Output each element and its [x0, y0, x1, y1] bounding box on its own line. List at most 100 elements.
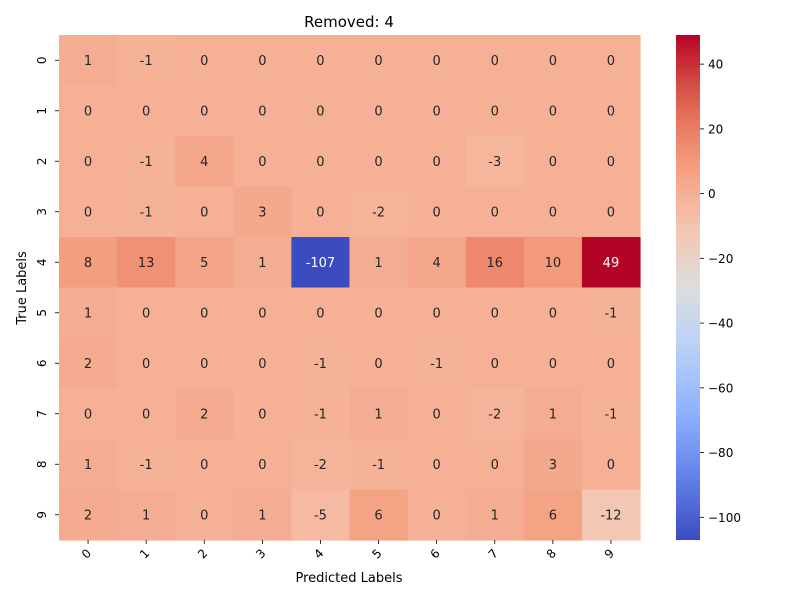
heatmap-cell [523, 85, 583, 137]
cell-value-label: 0 [200, 458, 208, 473]
cell-value-label: 1 [84, 306, 92, 321]
cell-value-label: 0 [549, 54, 557, 69]
heatmap-cell [175, 85, 234, 137]
cell-value-label: 3 [258, 205, 266, 220]
cell-value-label: 0 [84, 205, 92, 220]
heatmap-cell [59, 338, 118, 390]
heatmap-cell [407, 287, 467, 339]
y-tick-label: 7 [35, 410, 49, 418]
cell-value-label: 0 [491, 54, 499, 69]
cell-value-label: -1 [314, 357, 327, 372]
cell-value-label: 0 [258, 407, 266, 422]
cell-value-label: 0 [433, 306, 441, 321]
cell-value-label: 3 [549, 458, 557, 473]
cell-value-label: 0 [491, 205, 499, 220]
heatmap-cell [117, 85, 176, 137]
cell-value-label: 0 [607, 357, 615, 372]
cell-value-label: -2 [488, 407, 501, 422]
x-tick-label: 5 [369, 546, 384, 561]
heatmap-cell [349, 439, 409, 491]
y-axis-ticks: 0 1 2 3 4 5 6 7 8 9 [35, 56, 59, 519]
cell-value-label: 0 [433, 508, 441, 523]
cell-value-label: -1 [604, 306, 617, 321]
heatmap-cell [59, 186, 118, 238]
x-tick-label: 7 [486, 546, 501, 561]
cell-value-label: 0 [142, 104, 150, 119]
cell-value-label: 0 [491, 104, 499, 119]
cell-value-label: 1 [258, 256, 266, 271]
cell-value-label: -1 [140, 205, 153, 220]
colorbar-tick-label: −20 [708, 252, 733, 266]
cell-value-label: 2 [200, 407, 208, 422]
colorbar-tick-label: −80 [708, 446, 733, 460]
heatmap-cell [59, 35, 118, 87]
heatmap-cell [175, 388, 234, 440]
heatmap-cell [581, 439, 641, 491]
cell-value-label: 0 [549, 357, 557, 372]
cell-value-label: 0 [316, 155, 324, 170]
colorbar [676, 35, 700, 540]
cell-value-label: 0 [607, 104, 615, 119]
heatmap-cell [523, 439, 583, 491]
heatmap-cell [581, 85, 641, 137]
cell-value-label: 0 [258, 306, 266, 321]
x-tick-label: 2 [195, 546, 210, 561]
heatmap-cell [233, 85, 292, 137]
heatmap-cell [291, 237, 351, 289]
cell-value-label: -1 [430, 357, 443, 372]
cell-value-label: 0 [316, 54, 324, 69]
colorbar-ticks: 40 20 0 −20 −40 −60 −80 −100 [700, 58, 741, 525]
heatmap-cell [407, 338, 467, 390]
cell-value-label: 10 [545, 256, 562, 271]
heatmap-cell [523, 186, 583, 238]
heatmap-cell [233, 338, 292, 390]
heatmap-cell [233, 136, 292, 188]
cell-value-label: 0 [433, 458, 441, 473]
cell-value-label: 1 [549, 407, 557, 422]
heatmap-cell [407, 237, 467, 289]
cell-value-label: 0 [549, 205, 557, 220]
cell-value-label: -1 [372, 458, 385, 473]
cell-value-label: 5 [200, 256, 208, 271]
heatmap-cell [581, 186, 641, 238]
cell-value-label: 1 [84, 54, 92, 69]
heatmap-cell [291, 85, 351, 137]
cell-value-label: 16 [486, 256, 503, 271]
cell-value-label: 2 [84, 357, 92, 372]
heatmap-cell [59, 489, 118, 541]
cell-value-label: -1 [604, 407, 617, 422]
cell-value-label: 0 [200, 306, 208, 321]
y-tick-label: 8 [35, 460, 49, 468]
cell-value-label: 0 [433, 54, 441, 69]
heatmap-cell [349, 85, 409, 137]
cell-value-label: 0 [549, 306, 557, 321]
cell-value-label: 4 [433, 256, 441, 271]
heatmap-cell [465, 85, 525, 137]
cell-value-label: 0 [433, 407, 441, 422]
heatmap-cell [407, 85, 467, 137]
heatmap-cell [581, 237, 641, 289]
heatmap-cell [523, 489, 583, 541]
cell-value-label: 0 [142, 357, 150, 372]
heatmap-cell [117, 338, 176, 390]
y-tick-label: 4 [35, 258, 49, 266]
heatmap-cell [59, 439, 118, 491]
cell-value-label: 0 [374, 155, 382, 170]
cell-value-label: 0 [200, 205, 208, 220]
heatmap-cell [291, 338, 351, 390]
heatmap-cell [233, 388, 292, 440]
heatmap-cell [465, 287, 525, 339]
heatmap-cell [465, 186, 525, 238]
heatmap-cell [59, 388, 118, 440]
heatmap-cell [117, 439, 176, 491]
heatmap-cell [465, 338, 525, 390]
heatmap-cell [465, 439, 525, 491]
cell-value-label: 0 [491, 458, 499, 473]
cell-value-label: 0 [607, 155, 615, 170]
cell-value-label: 0 [607, 54, 615, 69]
cell-value-label: 0 [491, 306, 499, 321]
cell-value-label: 0 [200, 54, 208, 69]
cell-value-label: 4 [200, 155, 208, 170]
heatmap-cell [59, 85, 118, 137]
cell-value-label: 8 [84, 256, 92, 271]
